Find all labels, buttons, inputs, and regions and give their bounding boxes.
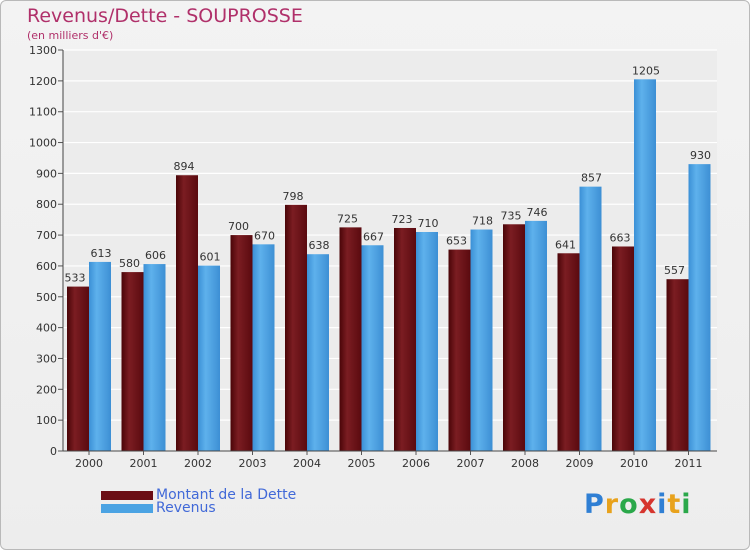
data-label-debt: 533 <box>65 272 86 285</box>
y-tick-label: 1000 <box>29 137 57 150</box>
data-label-debt: 700 <box>228 220 249 233</box>
bar-debt <box>230 235 253 451</box>
x-tick-label: 2008 <box>511 457 539 470</box>
proxiti-logo: Proxiti <box>584 489 692 520</box>
bar-revenue <box>143 264 166 451</box>
data-label-revenue: 710 <box>418 217 439 230</box>
logo-letter: o <box>619 489 639 520</box>
y-tick-label: 1200 <box>29 75 57 88</box>
bar-debt <box>394 227 416 451</box>
bar-revenue <box>688 164 711 451</box>
y-tick-label: 0 <box>50 445 57 458</box>
bar-revenue <box>470 229 493 451</box>
y-tick-label: 200 <box>36 383 57 396</box>
legend-label-debt: Montant de la Dette <box>156 487 297 503</box>
data-label-debt: 641 <box>555 238 576 251</box>
y-tick-label: 700 <box>36 229 57 242</box>
data-label-revenue: 613 <box>91 247 112 260</box>
logo-letter: i <box>657 489 668 520</box>
bar-revenue <box>416 231 438 451</box>
data-label-revenue: 746 <box>527 206 548 219</box>
bar-revenue <box>361 245 384 451</box>
chart-subtitle: (en milliers d'€) <box>27 29 114 42</box>
y-tick-label: 1100 <box>29 106 57 119</box>
data-label-debt: 580 <box>119 257 140 270</box>
y-tick-label: 900 <box>36 167 57 180</box>
bar-debt <box>448 249 471 451</box>
data-label-revenue: 638 <box>309 239 330 252</box>
y-tick-label: 600 <box>36 260 57 273</box>
data-label-revenue: 1205 <box>632 64 660 77</box>
data-label-revenue: 670 <box>254 229 275 242</box>
chart-title: Revenus/Dette - SOUPROSSE <box>27 5 303 27</box>
bar-debt <box>503 224 525 451</box>
bar-debt <box>612 246 634 451</box>
y-tick-label: 100 <box>36 414 57 427</box>
y-tick-label: 500 <box>36 291 57 304</box>
y-tick-label: 1300 <box>29 44 57 57</box>
bar-debt <box>557 253 580 451</box>
data-label-revenue: 667 <box>363 230 384 243</box>
data-label-debt: 663 <box>610 231 631 244</box>
logo-letter: r <box>604 489 620 520</box>
x-tick-label: 2011 <box>675 457 703 470</box>
data-label-debt: 894 <box>174 160 195 173</box>
data-label-revenue: 601 <box>200 251 221 264</box>
data-label-revenue: 606 <box>145 249 166 262</box>
x-tick-label: 2007 <box>457 457 485 470</box>
bar-debt <box>67 286 89 451</box>
bar-revenue <box>579 186 602 451</box>
y-tick-label: 300 <box>36 352 57 365</box>
data-label-debt: 798 <box>283 190 304 203</box>
data-label-debt: 723 <box>392 213 413 226</box>
data-label-debt: 725 <box>337 212 358 225</box>
bar-debt <box>285 204 307 451</box>
logo-letter: P <box>584 489 605 520</box>
x-tick-label: 2002 <box>184 457 212 470</box>
logo-letter: x <box>638 489 658 520</box>
bar-revenue <box>525 220 547 451</box>
bar-debt <box>121 272 144 451</box>
x-tick-label: 2004 <box>293 457 321 470</box>
y-tick-label: 800 <box>36 198 57 211</box>
logo-letter: t <box>667 489 682 520</box>
x-tick-label: 2005 <box>348 457 376 470</box>
legend-label-revenue: Revenus <box>156 500 216 516</box>
data-label-debt: 735 <box>501 209 522 222</box>
plot-area <box>63 50 717 451</box>
bar-revenue <box>198 265 220 451</box>
bar-debt <box>339 227 362 451</box>
x-tick-label: 2003 <box>239 457 267 470</box>
bar-revenue <box>634 79 656 452</box>
data-label-revenue: 718 <box>472 215 493 228</box>
bar-debt <box>666 279 689 451</box>
data-label-debt: 653 <box>446 235 467 248</box>
y-tick-label: 400 <box>36 322 57 335</box>
bar-revenue <box>89 261 111 451</box>
bar-debt <box>176 175 198 451</box>
x-tick-label: 2001 <box>130 457 158 470</box>
data-label-debt: 557 <box>664 264 685 277</box>
x-tick-label: 2000 <box>75 457 103 470</box>
bar-revenue <box>307 254 329 451</box>
x-tick-label: 2010 <box>620 457 648 470</box>
bar-revenue <box>252 244 275 451</box>
x-tick-label: 2009 <box>566 457 594 470</box>
legend-swatch-revenue <box>101 504 153 513</box>
x-tick-label: 2006 <box>402 457 430 470</box>
data-label-revenue: 857 <box>581 172 602 185</box>
data-label-revenue: 930 <box>690 149 711 162</box>
logo-letter: i <box>681 489 692 520</box>
legend-swatch-debt <box>101 491 153 500</box>
